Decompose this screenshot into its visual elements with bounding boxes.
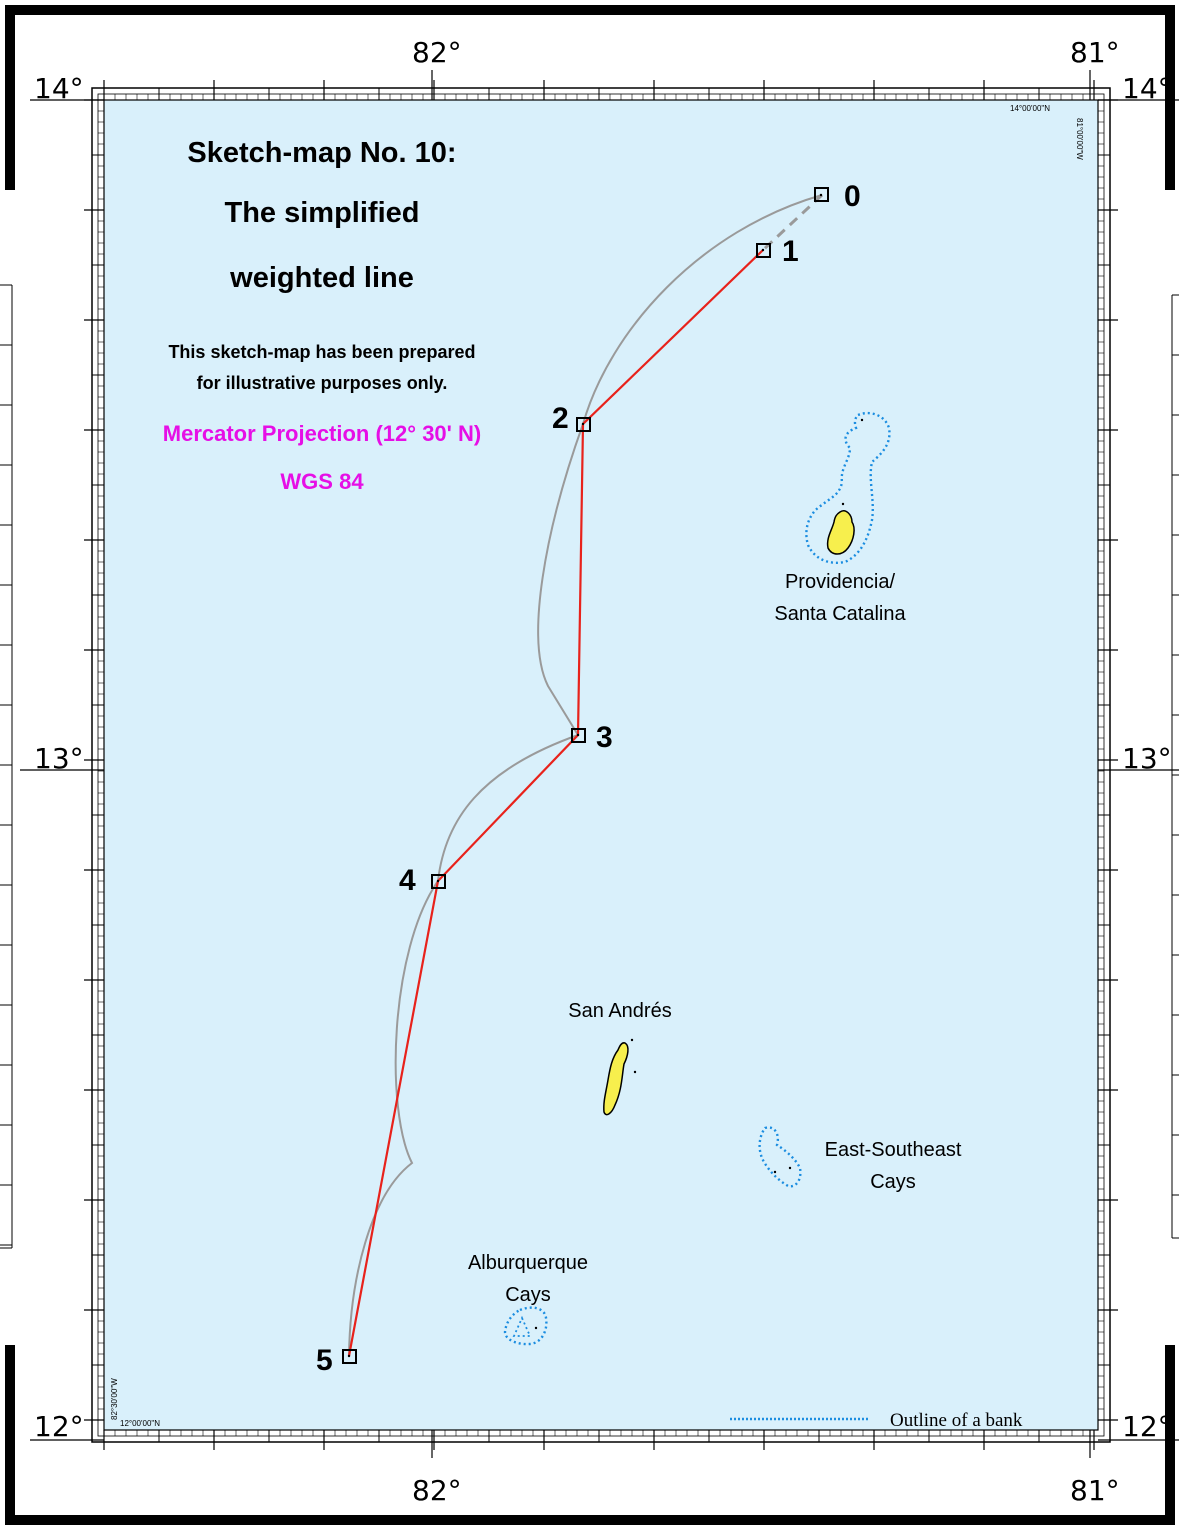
ese-cays-bank-outline <box>758 1126 802 1188</box>
lat-label-14-left: 14° <box>34 72 84 105</box>
map-border <box>0 80 1179 1450</box>
label-providencia-2: Santa Catalina <box>774 603 906 625</box>
alburquerque-bank-outline <box>503 1306 548 1346</box>
lon-label-81-top: 81° <box>1070 36 1120 69</box>
corner-label-bottom-lat: 12°00'00"N <box>120 1419 160 1428</box>
segment-0-1 <box>761 193 824 252</box>
lon-label-82-bottom: 82° <box>412 1474 462 1507</box>
label-ese-cays-1: East-Southeast <box>825 1139 962 1161</box>
point-2: 2 <box>552 402 591 435</box>
point-3: 3 <box>571 721 613 754</box>
lon-label-82-top: 82° <box>412 36 462 69</box>
weighted-line <box>348 194 823 1357</box>
corner-label-top-lon: 81°00'00"W <box>1075 118 1084 160</box>
side-ruler-left <box>0 284 13 1249</box>
providencia-island <box>826 510 855 555</box>
label-alburquerque-1: Alburquerque <box>468 1252 588 1274</box>
lat-label-14-right: 14° <box>1122 72 1172 105</box>
label-alburquerque-2: Cays <box>505 1284 551 1306</box>
providencia-bank-outline <box>805 411 891 564</box>
point-label-1: 1 <box>782 235 799 268</box>
sea-area <box>104 100 1098 1430</box>
lat-label-13-left: 13° <box>34 742 84 775</box>
point-label-3: 3 <box>596 721 613 754</box>
lon-label-81-bottom: 81° <box>1070 1474 1120 1507</box>
point-label-5: 5 <box>316 1344 333 1377</box>
point-0: 0 <box>814 180 861 213</box>
lat-label-13-right: 13° <box>1122 742 1172 775</box>
graticule-lines <box>20 70 1179 1458</box>
legend-bank-outline-label: Outline of a bank <box>890 1410 1023 1431</box>
point-label-2: 2 <box>552 402 569 435</box>
label-san-andres: San Andrés <box>568 1000 671 1022</box>
disclaimer-line2: for illustrative purposes only. <box>197 373 448 393</box>
map-title-line1: Sketch-map No. 10: <box>187 137 456 169</box>
point-label-0: 0 <box>844 180 861 213</box>
label-providencia-1: Providencia/ <box>785 571 896 593</box>
point-5: 5 <box>316 1344 357 1377</box>
projection-name: Mercator Projection (12° 30' N) <box>163 421 481 446</box>
map-title-line2: The simplified <box>225 197 420 229</box>
label-ese-cays-2: Cays <box>870 1171 916 1193</box>
point-4: 4 <box>399 864 446 897</box>
legend: Outline of a bank <box>730 1410 1023 1431</box>
map-title-line3: weighted line <box>229 262 414 294</box>
disclaimer-line1: This sketch-map has been prepared <box>168 342 475 362</box>
corner-label-bottom-lon: 82°30'00"W <box>110 1378 119 1420</box>
side-ruler-right <box>1171 294 1179 1239</box>
corner-label-top-lat: 14°00'00"N <box>1010 104 1050 113</box>
lat-label-12-right: 12° <box>1122 1410 1172 1443</box>
san-andres-island <box>603 1042 629 1116</box>
lat-label-12-left: 12° <box>34 1410 84 1443</box>
point-label-4: 4 <box>399 864 416 897</box>
point-1: 1 <box>756 235 799 268</box>
projection-datum: WGS 84 <box>280 469 364 494</box>
alburquerque-inner-outline <box>512 1315 532 1337</box>
